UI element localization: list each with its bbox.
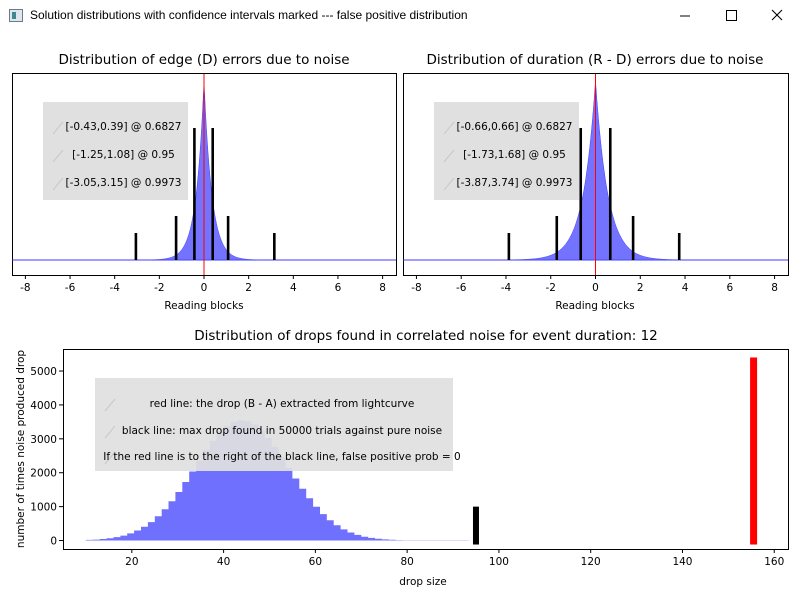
interval-bar [579, 128, 583, 260]
legend-marker [443, 149, 455, 163]
legend-entry: [-3.87,3.74] @ 0.9973 [457, 177, 573, 189]
x-tick-label: 120 [581, 556, 601, 568]
red-line [750, 357, 758, 545]
x-tick-label: 100 [489, 556, 509, 568]
x-tick-label: 160 [764, 556, 784, 568]
x-tick-label: -4 [109, 282, 120, 294]
x-tick-label: 0 [592, 282, 599, 294]
y-tick-label: 1000 [30, 502, 57, 514]
x-tick-label: 4 [682, 282, 689, 294]
legend-marker [52, 149, 64, 163]
x-tick-label: -2 [545, 282, 555, 294]
interval-bar [211, 128, 215, 260]
x-tick-label: 2 [637, 282, 644, 294]
x-axis-label: Reading blocks [164, 300, 243, 312]
interval-bar [193, 128, 196, 260]
x-tick-label: -2 [154, 282, 164, 294]
legend-box [43, 102, 188, 200]
y-tick-label: 3000 [30, 434, 57, 446]
x-tick-label: -8 [20, 282, 30, 294]
chart-3: Distribution of drops found in correlate… [15, 328, 789, 588]
interval-bar [273, 233, 276, 260]
legend-entry: [-1.25,1.08] @ 0.95 [72, 149, 175, 161]
interval-bar [507, 233, 511, 260]
legend-box [95, 378, 453, 471]
interval-bar [174, 216, 178, 260]
y-axis-label: number of times noise produced drop [15, 350, 27, 548]
x-tick-label: -6 [456, 282, 467, 294]
minimize-button[interactable] [662, 0, 708, 32]
x-tick-label: 0 [201, 282, 208, 294]
legend-marker [104, 425, 116, 439]
interval-bar [608, 128, 612, 260]
interval-bar [631, 216, 635, 260]
chart-2: Distribution of duration (R - D) errors … [403, 52, 789, 312]
x-tick-label: 6 [335, 282, 342, 294]
legend-marker [52, 177, 64, 191]
legend-entry: black line: max drop found in 50000 tria… [122, 425, 442, 437]
interval-bar [226, 216, 230, 260]
legend-marker [443, 121, 455, 135]
window-title: Solution distributions with confidence i… [30, 8, 468, 22]
interval-bar [555, 216, 559, 260]
interval-bar [677, 233, 681, 260]
legend-entry: [-1.73,1.68] @ 0.95 [463, 149, 566, 161]
x-tick-label: 8 [771, 282, 778, 294]
legend-marker [104, 451, 116, 465]
chart-title: Distribution of duration (R - D) errors … [427, 52, 764, 68]
legend-entry: If the red line is to the right of the b… [103, 451, 460, 463]
legend-entry: [-3.05,3.15] @ 0.9973 [66, 177, 182, 189]
y-tick-label: 5000 [30, 366, 57, 378]
legend-marker [104, 398, 116, 412]
maximize-button[interactable] [708, 0, 754, 32]
minimize-icon [680, 15, 690, 17]
app-icon [9, 9, 23, 22]
legend-box [434, 102, 579, 200]
maximize-icon [726, 10, 737, 21]
x-tick-label: 140 [672, 556, 692, 568]
x-tick-label: -4 [501, 282, 512, 294]
x-tick-label: -6 [65, 282, 76, 294]
y-tick-label: 2000 [30, 468, 57, 480]
x-axis-label: Reading blocks [555, 300, 634, 312]
legend-marker [443, 177, 455, 191]
interval-bar [134, 233, 138, 260]
legend-entry: red line: the drop (B - A) extracted fro… [150, 398, 415, 410]
x-tick-label: 6 [726, 282, 733, 294]
x-tick-label: 4 [290, 282, 297, 294]
legend-entry: [-0.66,0.66] @ 0.6827 [457, 121, 573, 133]
plots-area: Distribution of edge (D) errors due to n… [12, 52, 789, 588]
title-bar: Solution distributions with confidence i… [0, 0, 800, 32]
legend-entry: [-0.43,0.39] @ 0.6827 [66, 121, 182, 133]
close-button[interactable] [754, 0, 800, 32]
x-tick-label: -8 [411, 282, 421, 294]
close-icon [771, 9, 783, 21]
chart-title: Distribution of edge (D) errors due to n… [58, 52, 349, 68]
legend-marker [52, 121, 64, 135]
x-tick-label: 40 [217, 556, 230, 568]
y-tick-label: 4000 [30, 400, 57, 412]
drop-histogram [85, 420, 472, 541]
x-tick-label: 2 [245, 282, 252, 294]
chart-title: Distribution of drops found in correlate… [194, 328, 658, 344]
x-tick-label: 8 [379, 282, 386, 294]
x-tick-label: 60 [309, 556, 322, 568]
chart-1: Distribution of edge (D) errors due to n… [12, 52, 397, 312]
x-tick-label: 80 [400, 556, 413, 568]
x-axis-label: drop size [399, 576, 447, 588]
black-line [472, 506, 479, 545]
y-tick-label: 0 [50, 536, 57, 548]
x-tick-label: 20 [125, 556, 138, 568]
